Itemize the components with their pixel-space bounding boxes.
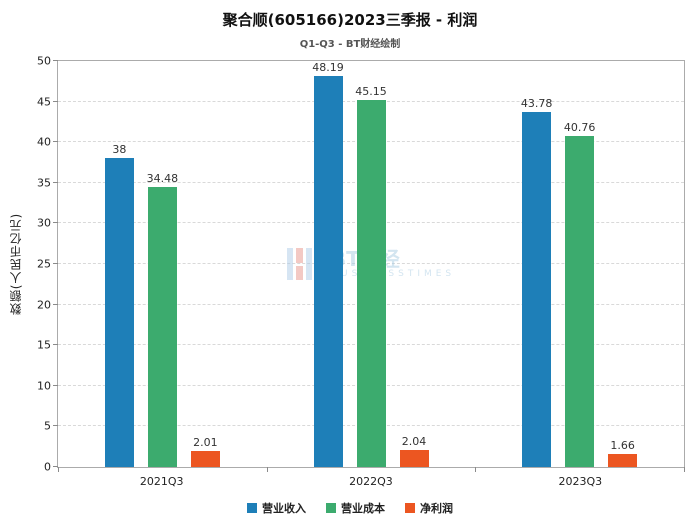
x-tick-mark	[684, 467, 685, 472]
bar: 45.15	[355, 86, 387, 467]
bar-value-label: 34.48	[146, 172, 179, 186]
y-tick-mark	[53, 60, 58, 61]
bar-group: 43.78 40.76 1.66	[475, 61, 684, 467]
y-tick-mark	[53, 141, 58, 143]
y-tick-label: 50	[37, 54, 51, 68]
bar: 2.04	[399, 436, 429, 467]
bar-value-label: 2.01	[193, 435, 218, 449]
bar-value-label: 38	[112, 143, 127, 157]
bar-value-label: 2.04	[401, 435, 427, 449]
legend-item: 净利润	[405, 500, 453, 516]
bar: 40.76	[564, 122, 595, 467]
legend-swatch	[326, 503, 336, 513]
y-tick-mark	[53, 466, 58, 467]
y-tick-label: 35	[37, 176, 51, 190]
y-tick-label: 5	[44, 419, 51, 433]
chart-title: 聚合顺(605166)2023三季报 - 利润	[222, 11, 478, 29]
bar: 2.01	[190, 437, 220, 467]
x-tick-label: 2021Q3	[139, 475, 184, 488]
bar-group: 38 34.48 2.01	[58, 61, 267, 467]
chart-subtitle: Q1-Q3 - BT财经绘制	[299, 39, 401, 50]
y-tick-label: 30	[37, 216, 51, 230]
y-tick-mark	[53, 425, 58, 427]
y-tick-mark	[53, 263, 58, 264]
bar: 38	[104, 144, 134, 467]
bar: 34.48	[147, 173, 178, 467]
bar: 1.66	[608, 440, 638, 467]
y-axis-title: 数额(人民币亿元)	[9, 212, 23, 316]
y-tick-label: 45	[37, 95, 51, 109]
y-tick-label: 40	[37, 135, 51, 149]
legend-label: 营业成本	[341, 502, 385, 515]
y-tick-mark	[53, 344, 58, 346]
y-tick-label: 15	[37, 338, 51, 352]
bar-value-label: 1.66	[610, 438, 635, 452]
bar: 48.19	[312, 62, 344, 467]
bar-value-label: 45.15	[355, 85, 387, 99]
legend-label: 净利润	[420, 502, 453, 515]
x-tick-label: 2023Q3	[558, 475, 603, 488]
bar-value-label: 40.76	[563, 121, 596, 135]
legend-item: 营业收入	[247, 500, 306, 516]
legend-swatch	[247, 503, 257, 513]
bar-value-label: 43.78	[520, 96, 553, 110]
plot-area: BT财经 BUSINESSTIMES 3834.482.0148.1945.15…	[37, 56, 685, 473]
x-tick-mark	[266, 467, 268, 472]
bar-value-label: 48.19	[312, 60, 344, 74]
y-tick-label: 10	[37, 379, 51, 393]
x-tick-mark	[58, 467, 59, 472]
y-tick-mark	[53, 222, 58, 224]
x-axis-labels: 2021Q3 2022Q3 2023Q3	[57, 468, 685, 488]
y-tick-label: 25	[37, 257, 51, 271]
x-tick-mark	[475, 467, 477, 472]
y-tick-mark	[53, 303, 58, 305]
legend: 营业收入 营业成本 净利润	[0, 500, 700, 516]
y-tick-mark	[53, 384, 58, 386]
legend-swatch	[405, 503, 415, 513]
y-tick-label: 0	[44, 460, 51, 474]
bar: 43.78	[521, 98, 552, 467]
bar-group: 48.19 45.15 2.04	[267, 61, 476, 467]
bar-groups: 38 34.48 2.01 48.19 45.15 2.04 43.78 40.76 1.66	[58, 61, 684, 467]
legend-item: 营业成本	[326, 500, 385, 516]
chart-body: 数额(人民币亿元) BT财经 BUSINESSTIMES 3834.482.01…	[9, 56, 685, 473]
y-tick-mark	[53, 100, 58, 102]
legend-label: 营业收入	[262, 502, 306, 515]
y-tick-label: 20	[37, 298, 51, 312]
x-tick-label: 2022Q3	[349, 475, 393, 488]
y-tick-mark	[53, 181, 58, 183]
